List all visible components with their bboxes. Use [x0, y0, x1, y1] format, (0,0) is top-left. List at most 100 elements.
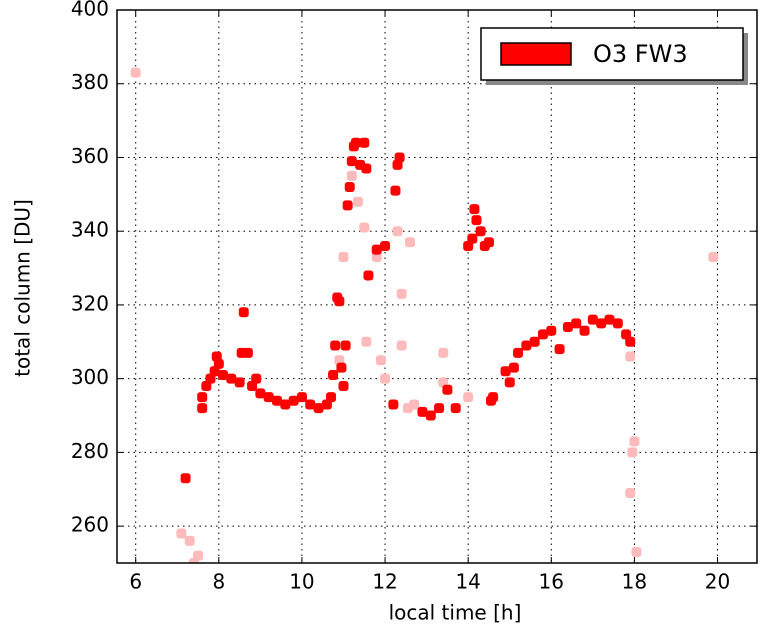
point [434, 403, 445, 414]
y-tick-label: 260 [71, 513, 109, 537]
point [180, 473, 191, 484]
point [238, 307, 249, 318]
point [450, 403, 461, 414]
point [346, 156, 357, 167]
point [537, 329, 548, 340]
point [571, 318, 582, 329]
point [353, 196, 364, 207]
x-tick-label: 10 [289, 570, 314, 594]
point [417, 406, 428, 417]
point [363, 270, 374, 281]
point [326, 392, 337, 403]
point [587, 314, 598, 325]
x-tick-label: 20 [705, 570, 730, 594]
point [361, 163, 372, 174]
y-tick-label: 280 [71, 439, 109, 463]
point [396, 340, 407, 351]
point [627, 447, 638, 458]
point [234, 377, 245, 388]
point [471, 215, 482, 226]
point [336, 362, 347, 373]
point [176, 528, 187, 539]
point [380, 373, 391, 384]
y-tick-label: 400 [71, 0, 109, 21]
point [579, 325, 590, 336]
point [226, 373, 237, 384]
point [612, 318, 623, 329]
point [272, 395, 282, 406]
y-tick-label: 320 [71, 291, 109, 315]
y-tick-label: 380 [71, 70, 109, 94]
point [596, 318, 607, 329]
point [394, 152, 405, 163]
point [375, 355, 386, 366]
point [251, 373, 262, 384]
point [130, 67, 141, 78]
point [625, 487, 636, 498]
point [346, 170, 357, 181]
point [197, 403, 208, 414]
point [631, 546, 642, 557]
x-tick-label: 6 [129, 570, 142, 594]
point [242, 347, 253, 358]
x-axis-label: local time [h] [389, 601, 522, 625]
point [500, 366, 511, 377]
plot-frame [116, 9, 758, 564]
point [263, 392, 274, 403]
point [334, 296, 345, 307]
point [211, 351, 222, 362]
point [388, 399, 399, 410]
point [438, 347, 449, 358]
plot-area [130, 67, 719, 563]
point [513, 347, 524, 358]
point [280, 399, 291, 410]
point [604, 314, 615, 325]
point [562, 322, 573, 333]
point [359, 137, 370, 148]
point [392, 226, 403, 237]
point [625, 351, 636, 362]
point [463, 392, 474, 403]
point [184, 535, 195, 546]
point [342, 200, 353, 211]
point [442, 384, 453, 395]
point [328, 369, 339, 380]
point [371, 244, 382, 255]
point [546, 325, 557, 336]
point [188, 558, 199, 563]
point [338, 252, 349, 263]
point [404, 237, 415, 248]
point [330, 340, 341, 351]
x-tick-label: 14 [455, 570, 480, 594]
legend-swatch [500, 42, 572, 66]
x-tick-label: 18 [622, 570, 647, 594]
legend-label: O3 FW3 [593, 40, 688, 68]
point [350, 137, 361, 148]
point [409, 399, 420, 410]
point [488, 392, 499, 403]
point [313, 403, 324, 414]
point [521, 340, 532, 351]
y-axis-label: total column [DU] [11, 199, 35, 377]
point [340, 340, 351, 351]
point [475, 226, 486, 237]
point [390, 185, 401, 196]
point [380, 240, 391, 251]
point [504, 377, 515, 388]
point [629, 436, 640, 447]
point [508, 362, 519, 373]
y-tick-label: 340 [71, 218, 109, 242]
point [217, 369, 228, 380]
x-tick-label: 16 [539, 570, 564, 594]
point [708, 252, 719, 263]
point [425, 410, 436, 421]
point [625, 336, 636, 347]
point [197, 392, 208, 403]
y-tick-label: 360 [71, 144, 109, 168]
x-tick-label: 12 [372, 570, 397, 594]
point [305, 399, 316, 410]
point [338, 381, 349, 392]
point [554, 344, 565, 355]
point [483, 237, 494, 248]
